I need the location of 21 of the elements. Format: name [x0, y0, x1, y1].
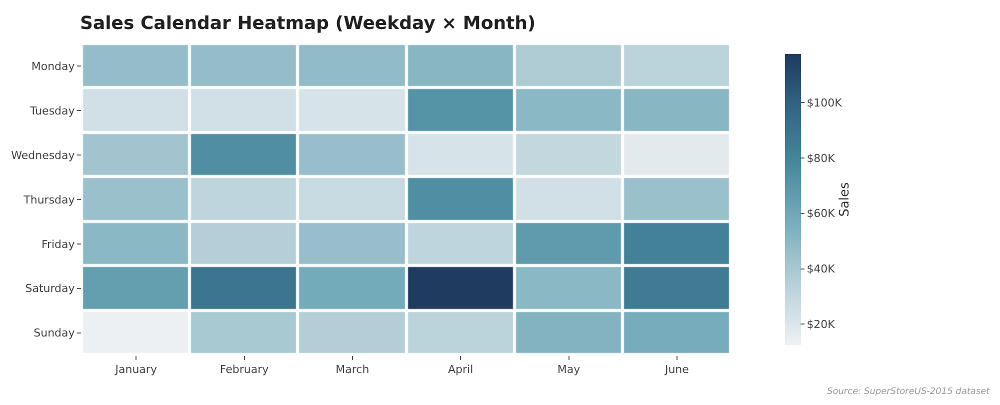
color-bar-title: Sales — [838, 182, 853, 217]
source-note: Source: SuperStoreUS-2015 dataset — [827, 387, 990, 397]
x-tick-label: June — [664, 363, 690, 376]
x-tick-label: January — [114, 363, 158, 376]
y-tick-label: Wednesday — [11, 148, 76, 162]
color-bar-label: $80K — [806, 152, 836, 165]
color-bar-label: $100K — [806, 96, 843, 110]
color-bar-label: $20K — [806, 318, 836, 332]
y-tick-label: Monday — [31, 60, 76, 74]
y-tick-label: Thursday — [22, 193, 76, 206]
y-tick-label: Sunday — [34, 326, 76, 340]
y-tick-label: Saturday — [25, 282, 76, 296]
x-tick-label: February — [220, 363, 270, 376]
x-tick-label: May — [557, 363, 581, 376]
chart-title: Sales Calendar Heatmap (Weekday × Month) — [80, 12, 536, 34]
x-tick-label: April — [448, 363, 474, 376]
color-bar-label: $60K — [806, 207, 836, 220]
y-tick-label: Friday — [41, 238, 76, 251]
x-tick-label: March — [336, 363, 370, 376]
color-bar-label: $40K — [806, 262, 836, 276]
y-tick-label: Tuesday — [29, 104, 76, 118]
